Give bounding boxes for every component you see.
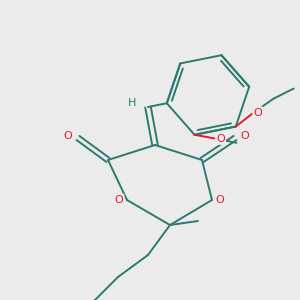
Text: O: O — [64, 131, 72, 141]
Text: O: O — [216, 195, 224, 205]
Text: O: O — [254, 107, 262, 118]
Text: O: O — [241, 131, 249, 141]
Text: O: O — [216, 134, 225, 144]
Text: O: O — [115, 195, 123, 205]
Text: H: H — [128, 98, 136, 108]
